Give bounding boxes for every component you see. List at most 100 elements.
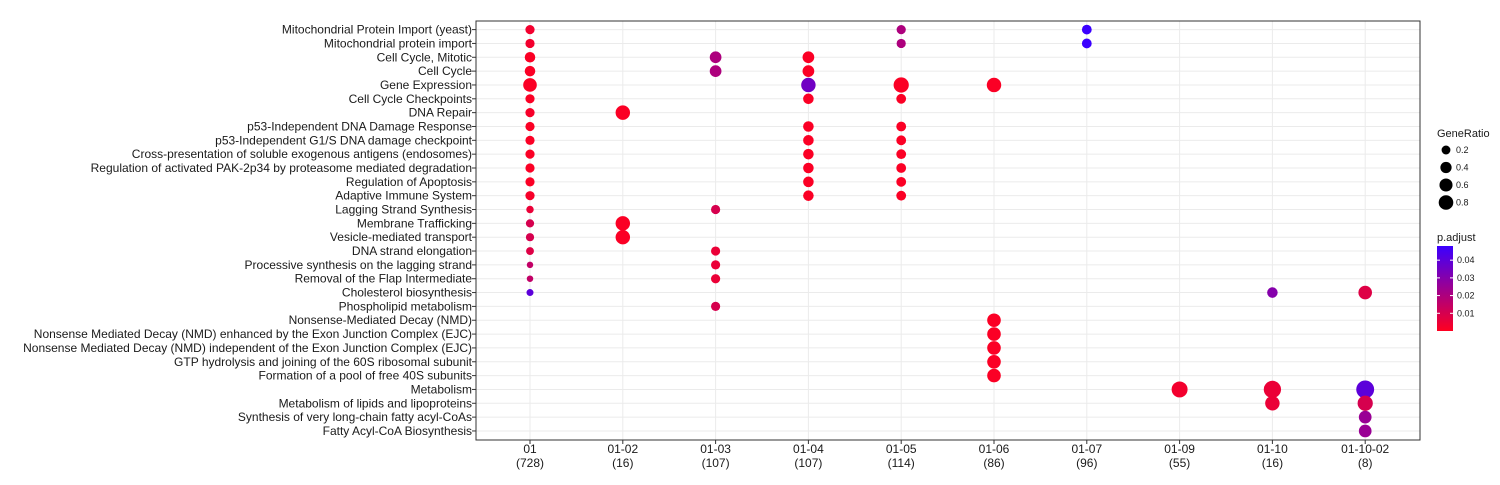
y-tick-label: Mitochondrial protein import (324, 36, 473, 50)
y-tick-label: p53-Independent DNA Damage Response (247, 119, 472, 133)
data-point (711, 260, 721, 270)
y-tick-label: Vesicle-mediated transport (330, 230, 473, 244)
data-point (525, 191, 535, 201)
x-tick-label: 01-10-02 (1341, 442, 1389, 456)
data-point (523, 78, 537, 92)
data-points (523, 24, 1375, 438)
data-point (986, 77, 1002, 93)
y-tick-label: GTP hydrolysis and joining of the 60S ri… (174, 355, 473, 369)
padjust-tick-label: 0.01 (1457, 308, 1475, 318)
x-tick-count: (114) (888, 456, 915, 470)
generatio-legend-marker (1440, 161, 1452, 174)
y-tick-label: Metabolism (411, 382, 472, 396)
x-tick-count: (728) (516, 456, 544, 470)
data-point (525, 163, 535, 173)
data-point (893, 77, 909, 93)
y-tick-label: Nonsense Mediated Decay (NMD) enhanced b… (34, 327, 472, 341)
y-tick-label: Membrane Trafficking (357, 216, 472, 230)
data-point (525, 177, 535, 187)
data-point (802, 65, 815, 77)
grid-layer (476, 21, 1420, 440)
data-point (802, 51, 815, 64)
data-point (1358, 285, 1372, 300)
data-point (526, 289, 534, 297)
generatio-legend-marker (1439, 178, 1453, 192)
data-point (987, 327, 1001, 341)
data-point (803, 162, 814, 174)
data-point (896, 149, 907, 160)
y-tick-label: DNA strand elongation (352, 244, 472, 258)
data-point (525, 135, 535, 145)
data-point (987, 368, 1001, 383)
data-point (525, 38, 535, 49)
y-tick-label: Nonsense-Mediated Decay (NMD) (289, 313, 472, 327)
data-point (896, 38, 906, 49)
x-tick-label: 01 (523, 442, 537, 456)
data-point (896, 121, 907, 132)
generatio-legend-marker (1441, 145, 1451, 155)
data-point (711, 301, 721, 311)
data-point (1081, 38, 1092, 49)
generatio-legend: GeneRatio 0.2 0.4 0.6 0.8 (1437, 128, 1490, 210)
y-tick-label: Adaptive Immune System (335, 189, 472, 203)
data-point (709, 51, 722, 64)
y-tick-label: Removal of the Flap Intermediate (295, 272, 473, 286)
x-tick-count: (107) (702, 456, 730, 470)
data-point (1357, 395, 1373, 411)
x-tick-count: (96) (1076, 456, 1097, 470)
data-point (709, 65, 722, 77)
data-point (525, 94, 535, 104)
x-tick-count: (16) (1262, 456, 1283, 470)
data-point (1267, 287, 1278, 298)
data-point (525, 149, 535, 159)
data-point (896, 163, 907, 173)
padjust-legend: p.adjust 0.01 0.02 0.03 0.04 (1437, 232, 1476, 331)
plot-panel-border (475, 20, 1421, 441)
x-axis: 01(728)01-02(16)01-03(107)01-04(107)01-0… (516, 440, 1390, 470)
generatio-legend-marker (1438, 195, 1454, 210)
y-tick-label: Regulation of activated PAK-2p34 by prot… (91, 161, 472, 175)
data-point (896, 190, 907, 201)
generatio-legend-label: 0.2 (1456, 145, 1469, 155)
data-point (525, 219, 535, 228)
x-tick-label: 01-02 (607, 442, 638, 456)
y-tick-label: Cell Cycle, Mitotic (377, 50, 472, 64)
y-tick-label: Cholesterol biosynthesis (342, 286, 472, 300)
y-tick-label: Gene Expression (380, 78, 472, 92)
data-point (1358, 424, 1372, 438)
x-tick-label: 01-10 (1257, 442, 1288, 456)
data-point (803, 176, 814, 188)
data-point (524, 52, 536, 63)
y-tick-label: Cross-presentation of soluble exogenous … (132, 147, 472, 161)
generatio-legend-title: GeneRatio (1437, 128, 1490, 140)
data-point (987, 354, 1001, 369)
data-point (525, 108, 535, 118)
x-tick-count: (107) (794, 456, 822, 470)
data-point (615, 229, 631, 245)
generatio-legend-label: 0.6 (1456, 180, 1469, 190)
padjust-colorbar (1437, 246, 1453, 331)
y-axis: Mitochondrial Protein Import (yeast)Mito… (23, 23, 476, 438)
generatio-legend-label: 0.8 (1456, 198, 1469, 208)
y-tick-label: Metabolism of lipids and lipoproteins (279, 396, 472, 410)
padjust-tick-label: 0.02 (1457, 291, 1475, 301)
padjust-tick-label: 0.03 (1457, 273, 1475, 283)
padjust-legend-title: p.adjust (1437, 232, 1476, 244)
data-point (803, 190, 814, 201)
y-tick-label: Regulation of Apoptosis (346, 175, 472, 189)
data-point (615, 216, 631, 231)
data-point (803, 148, 814, 160)
data-point (803, 121, 814, 132)
data-point (711, 274, 721, 284)
data-point (1263, 380, 1282, 399)
data-point (525, 25, 535, 35)
x-tick-label: 01-04 (793, 442, 824, 456)
data-point (1081, 24, 1092, 35)
data-point (525, 121, 535, 132)
y-tick-label: p53-Independent G1/S DNA damage checkpoi… (215, 133, 473, 147)
data-point (896, 93, 907, 104)
y-tick-label: Synthesis of very long-chain fatty acyl-… (238, 410, 472, 424)
data-point (526, 247, 534, 255)
